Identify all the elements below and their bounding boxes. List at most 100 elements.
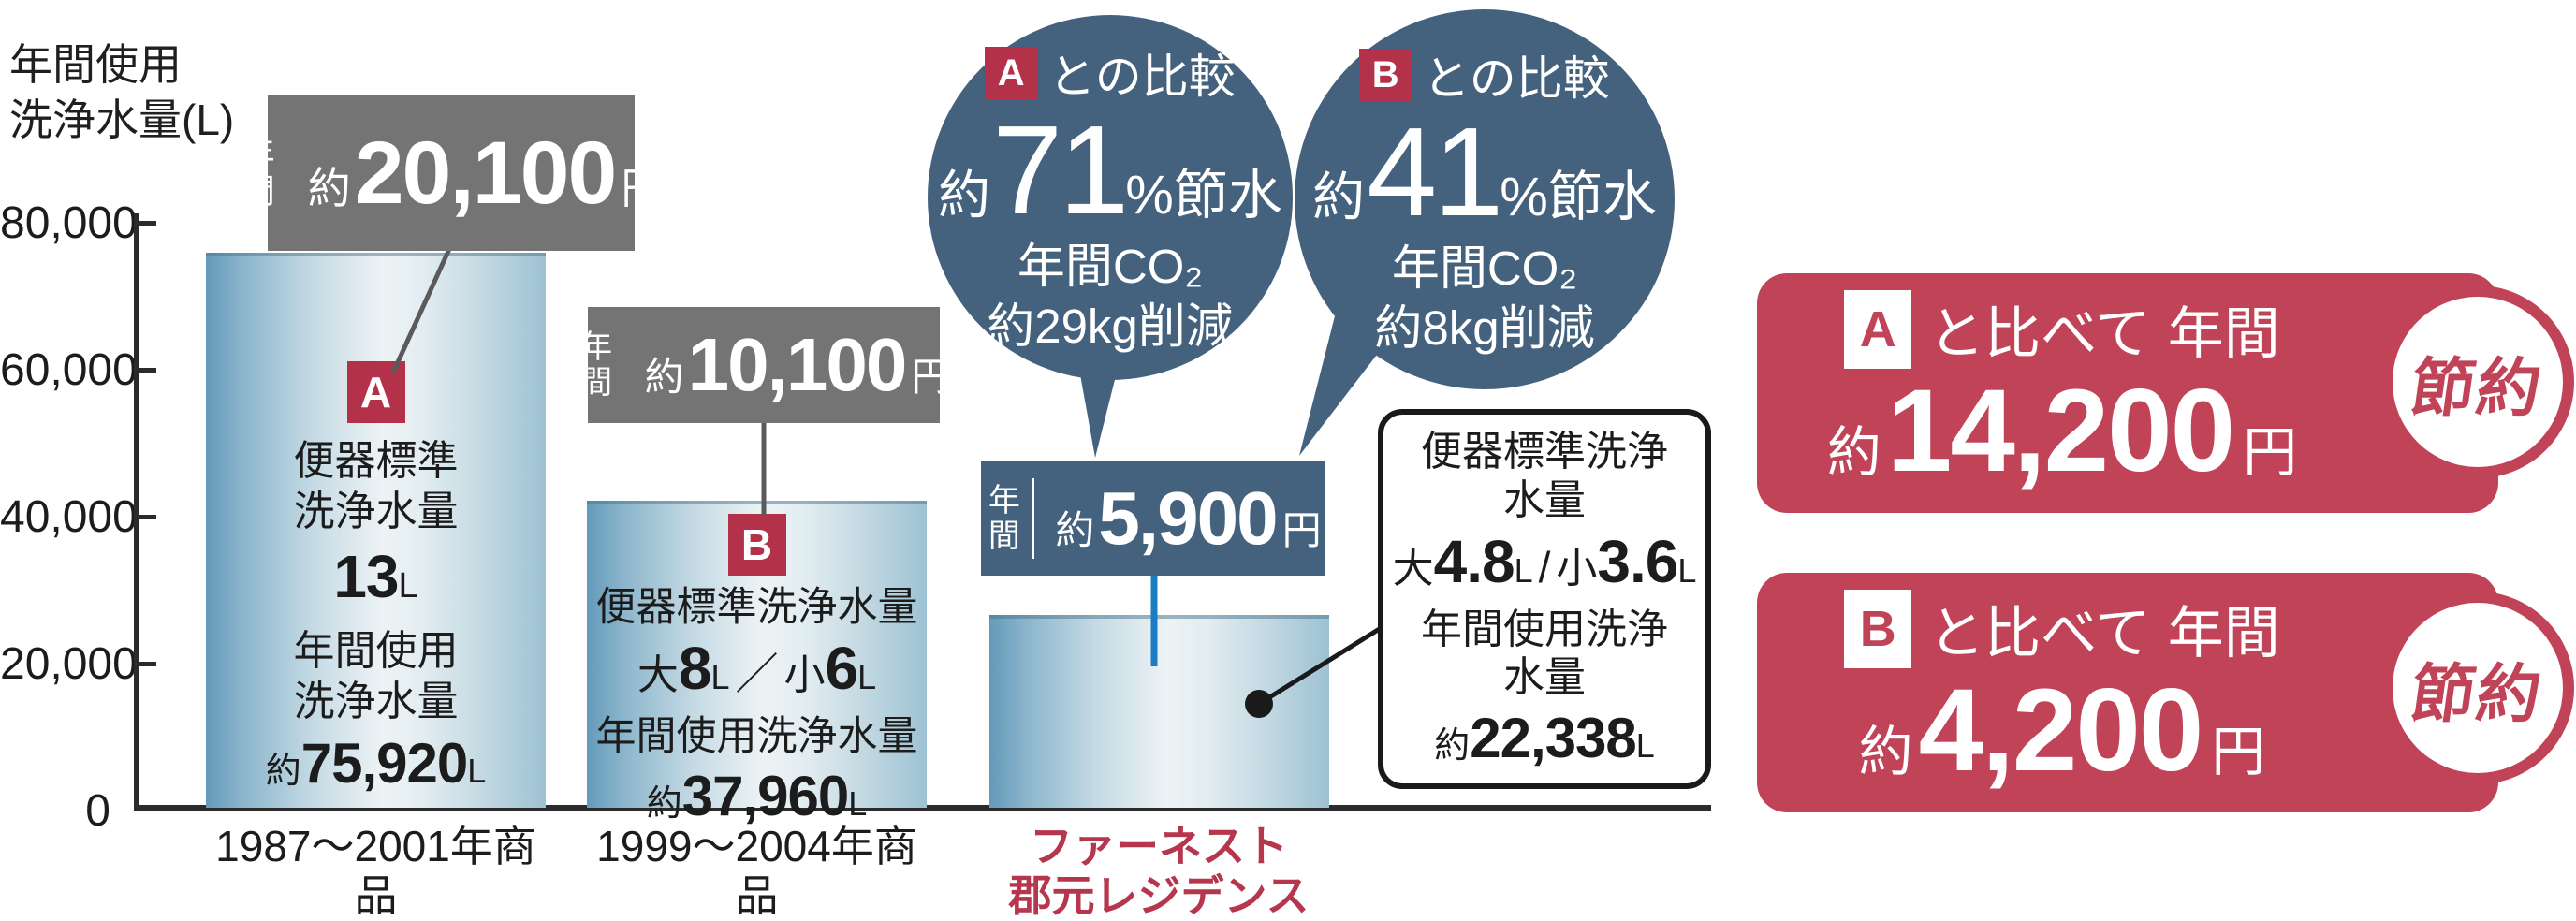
- callout-standard-label-line2: 水量: [1503, 476, 1586, 523]
- savings-banner-a: A と比べて 年間 約 14,200 円: [1757, 273, 2498, 513]
- price-new-prefix: 年間: [983, 482, 1019, 554]
- bar-product-new: [989, 615, 1329, 808]
- bar-b-annual-approx: 約: [646, 783, 682, 824]
- banner-a-amount: 14,200: [1886, 366, 2235, 496]
- bar-b-big-prefix: 大: [637, 652, 679, 699]
- price-a-prefix: 年間: [236, 136, 275, 211]
- category-label-new: ファーネスト 郡元レジデンス（ZJ2）: [962, 822, 1355, 921]
- bar-b-slash: ／: [735, 650, 779, 699]
- balloon-b-suffix: %節水: [1500, 167, 1657, 228]
- bar-b-big-value: 8: [678, 635, 712, 703]
- bar-b-small-unit: L: [857, 658, 877, 697]
- price-b-amount: 10,100: [687, 323, 908, 406]
- bar-b-annual-value: 37,960: [681, 764, 850, 827]
- x-axis-line: [134, 805, 1711, 811]
- callout-big-prefix: 大: [1392, 545, 1434, 592]
- bar-b-standard-label: 便器標準洗浄水量: [595, 585, 918, 630]
- price-b-unit: 円: [911, 355, 951, 399]
- callout-slash: /: [1538, 542, 1551, 592]
- banner-a-unit: 円: [2243, 422, 2298, 483]
- bar-b-small-value: 6: [825, 635, 859, 703]
- balloon-a-suffix: %節水: [1125, 165, 1282, 227]
- y-tick-mark: [134, 662, 156, 666]
- balloon-a-reduction-line: 約29kg削減: [987, 299, 1234, 353]
- balloon-compare-a: A との比較 約 71 %節水 年間CO₂ 約29kg削減: [928, 15, 1293, 380]
- balloon-a-co2-line: 年間CO₂: [1017, 240, 1204, 294]
- balloon-b-percent: 41: [1367, 101, 1503, 243]
- savings-seal-a-text: 節約: [2406, 352, 2548, 424]
- banner-a-approx: 約: [1826, 422, 1881, 483]
- y-axis-title: 年間使用 洗浄水量(L): [9, 37, 234, 148]
- price-b-prefix: 年間: [575, 329, 611, 401]
- price-b-approx: 約: [644, 355, 684, 399]
- balloon-b-compare-text: との比較: [1423, 52, 1610, 106]
- balloon-b-approx: 約: [1312, 168, 1366, 227]
- price-new-unit: 円: [1281, 507, 1322, 552]
- category-new-line2: 郡元レジデンス（ZJ2）: [1008, 871, 1310, 921]
- banner-b-compare-text: と比べて: [1928, 602, 2151, 665]
- balloon-compare-b: B との比較 約 41 %節水 年間CO₂ 約8kg削減: [1295, 9, 1675, 389]
- callout-small-prefix: 小: [1556, 545, 1598, 592]
- price-new-approx: 約: [1055, 507, 1095, 552]
- balloon-b-reduction-line: 約8kg削減: [1374, 300, 1595, 355]
- price-a-unit: 円: [621, 163, 665, 212]
- callout-annual-label-line2: 水量: [1503, 654, 1586, 701]
- price-box-a: 年間 約 20,100 円: [237, 95, 664, 251]
- savings-seal-b-circle: 節約: [2393, 603, 2563, 773]
- y-axis-title-line1: 年間使用: [9, 40, 182, 89]
- bar-b-annual-unit: L: [848, 783, 868, 823]
- callout-standard-label-line1: 便器標準洗浄: [1421, 428, 1668, 475]
- banner-a-period-text: 年間: [2167, 302, 2280, 365]
- balloon-b-badge: B: [1359, 49, 1412, 102]
- y-tick-mark: [134, 221, 156, 226]
- callout-big-unit: L: [1514, 550, 1533, 590]
- savings-seal-b: 節約: [2381, 592, 2574, 784]
- bar-a-annual-value: 75,920: [300, 731, 469, 795]
- bar-a-standard-label-line1: 便器標準: [293, 438, 459, 484]
- y-axis-title-line2: 洗浄水量(L): [9, 95, 235, 144]
- bar-a-standard-value: 13: [333, 543, 399, 611]
- price-new-divider: [1032, 477, 1035, 559]
- badge-b: B: [727, 514, 786, 576]
- bar-a-annual-label-line1: 年間使用: [293, 628, 459, 675]
- callout-small-value: 3.6: [1597, 527, 1678, 595]
- callout-new-product-spec: 便器標準洗浄 水量 大 4.8 L / 小 3.6 L 年間使用洗浄 水量 約 22,338 L: [1378, 409, 1711, 789]
- price-box-new: 年間 約 5,900 円: [981, 460, 1325, 576]
- callout-annual-approx: 約: [1434, 726, 1471, 767]
- banner-b-unit: 円: [2211, 722, 2266, 782]
- bar-a-standard-unit: L: [398, 566, 418, 607]
- y-tick-0: 0: [85, 786, 110, 836]
- callout-annual-value: 22,338: [1470, 707, 1637, 770]
- savings-seal-a: 節約: [2381, 285, 2574, 478]
- price-new-amount: 5,900: [1098, 475, 1278, 560]
- balloon-a-percent: 71: [992, 99, 1129, 241]
- category-new-line1: ファーネスト: [1030, 822, 1288, 870]
- category-a-line1: 1987〜2001年商品: [215, 822, 536, 921]
- banner-b-period-text: 年間: [2167, 602, 2280, 665]
- callout-connector-dot: [1245, 690, 1273, 718]
- bar-b-small-prefix: 小: [783, 652, 826, 699]
- callout-annual-label-line1: 年間使用洗浄: [1421, 606, 1668, 652]
- y-tick-mark: [134, 368, 156, 373]
- callout-small-unit: L: [1677, 550, 1697, 590]
- savings-banner-b: B と比べて 年間 約 4,200 円: [1757, 573, 2498, 812]
- bar-a-annual-label-line2: 洗浄水量: [293, 679, 459, 725]
- price-a-connector-line: [390, 247, 452, 374]
- balloon-b-co2-line: 年間CO₂: [1391, 241, 1578, 296]
- balloon-a-approx: 約: [938, 166, 991, 226]
- balloon-a-compare-text: との比較: [1048, 51, 1236, 104]
- bar-a-annual-unit: L: [467, 751, 487, 790]
- price-a-amount: 20,100: [354, 123, 618, 223]
- savings-seal-b-text: 節約: [2406, 658, 2548, 730]
- banner-b-badge: B: [1844, 589, 1912, 668]
- banner-a-badge: A: [1844, 289, 1912, 369]
- category-label-b: 1999〜2004年商品 （CS80B）: [587, 822, 927, 921]
- savings-seal-a-circle: 節約: [2393, 297, 2563, 467]
- y-axis-line: [134, 213, 139, 811]
- callout-big-value: 4.8: [1433, 527, 1515, 595]
- callout-annual-unit: L: [1635, 726, 1655, 766]
- y-tick-mark: [134, 515, 156, 519]
- bar-a-annual-approx: 約: [265, 751, 301, 791]
- banner-b-amount: 4,200: [1918, 665, 2204, 796]
